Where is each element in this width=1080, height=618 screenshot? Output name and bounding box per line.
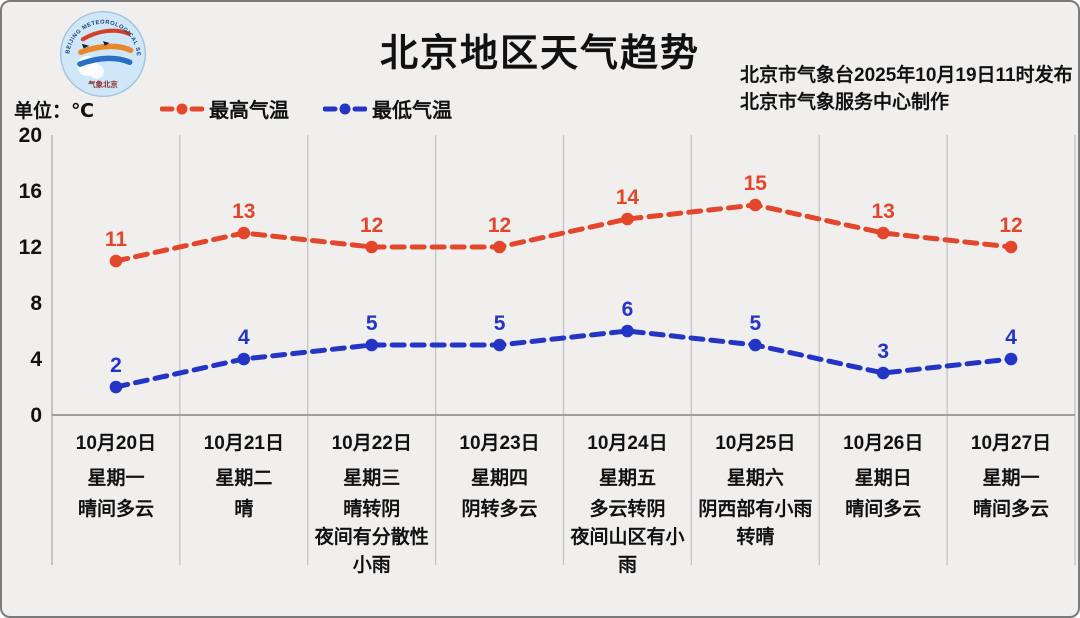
legend-label-max-temp: 最高气温 — [209, 100, 289, 122]
data-point — [749, 198, 762, 212]
weekday-label: 星期二 — [215, 468, 273, 489]
date-label: 10月27日 — [970, 433, 1052, 454]
data-value-label: 5 — [366, 312, 378, 335]
data-point — [109, 254, 123, 268]
data-value-label: 12 — [360, 214, 383, 237]
data-value-label: 6 — [622, 298, 634, 321]
chart-legend: 最高气温 最低气温 — [160, 94, 452, 123]
data-value-label: 15 — [744, 172, 768, 195]
data-point — [749, 338, 762, 352]
data-value-label: 2 — [110, 354, 122, 377]
weekday-label: 星期五 — [598, 468, 656, 489]
data-point — [109, 380, 123, 394]
y-tick-label: 16 — [19, 180, 42, 203]
y-tick-label: 4 — [30, 348, 42, 371]
logo-orange-swoosh — [78, 43, 134, 55]
x-axis-day-columns: 10月20日 星期一 晴间多云 10月21日 星期二 晴 10月22日 星期三 … — [2, 420, 1078, 590]
data-point — [237, 352, 251, 366]
y-tick-label: 12 — [19, 236, 42, 259]
data-value-label: 5 — [494, 312, 506, 335]
logo-blue-swoosh — [77, 55, 133, 67]
data-point — [365, 338, 378, 352]
weekday-label: 星期四 — [471, 468, 529, 489]
max-temp-line-swatch-icon — [160, 103, 204, 114]
y-tick-label: 20 — [19, 124, 42, 147]
data-value-label: 14 — [616, 186, 640, 209]
day-column: 10月25日 星期六 阴西部有小雨 转晴 — [691, 420, 819, 580]
data-point — [365, 240, 378, 254]
data-value-label: 13 — [232, 200, 255, 223]
weather-label: 晴间多云 — [973, 499, 1050, 520]
date-label: 10月25日 — [715, 433, 796, 454]
data-point — [237, 226, 251, 240]
series-line — [113, 202, 1014, 264]
data-value-label: 4 — [238, 326, 250, 349]
data-value-label: 5 — [749, 312, 761, 335]
weekday-label: 星期六 — [726, 468, 784, 489]
day-column: 10月22日 星期三 晴转阴 夜间有分散性 小雨 — [308, 420, 436, 580]
day-column: 10月24日 星期五 多云转阴 夜间山区有小 雨 — [564, 420, 692, 580]
data-point — [621, 324, 634, 338]
weekday-label: 星期一 — [87, 468, 145, 489]
issue-info: 北京市气象台2025年10月19日11时发布 北京市气象服务中心制作 — [740, 62, 1073, 116]
date-label: 10月21日 — [203, 433, 284, 454]
page-title: 北京地区天气趋势 — [379, 33, 700, 75]
date-label: 10月26日 — [843, 433, 924, 454]
logo-red-swoosh — [80, 28, 131, 42]
data-point — [1004, 240, 1018, 254]
data-point — [876, 366, 890, 380]
data-value-label: 11 — [105, 228, 128, 251]
weekday-label: 星期一 — [982, 468, 1040, 489]
logo-bird-icon — [103, 41, 110, 46]
weather-label: 晴间多云 — [845, 499, 922, 520]
data-point — [1004, 352, 1018, 366]
beijing-meteorological-service-logo: BEIJING METEOROLOGICAL SERVICE 气象北京 — [57, 8, 147, 98]
day-column: 10月26日 星期日 晴间多云 — [819, 420, 947, 580]
day-column: 10月23日 星期四 阴转多云 — [436, 420, 564, 580]
date-label: 10月20日 — [75, 433, 157, 454]
date-label: 10月23日 — [459, 433, 540, 454]
data-value-label: 4 — [1005, 326, 1017, 349]
date-label: 10月22日 — [331, 433, 412, 454]
legend-label-min-temp: 最低气温 — [372, 100, 452, 122]
data-point — [493, 338, 506, 352]
day-column: 10月21日 星期二 晴 — [180, 420, 308, 580]
data-value-label: 12 — [999, 214, 1022, 237]
data-point — [493, 240, 506, 254]
weather-label: 晴 — [234, 499, 254, 520]
weekday-label: 星期三 — [343, 468, 401, 489]
day-column: 10月20日 星期一 晴间多云 — [52, 420, 180, 580]
day-column: 10月27日 星期一 晴间多云 — [947, 420, 1075, 580]
min-temp-line-swatch-icon — [323, 103, 367, 114]
data-point — [876, 226, 890, 240]
issue-line-1: 北京市气象台2025年10月19日11时发布 — [740, 65, 1073, 86]
y-tick-label: 8 — [30, 292, 42, 315]
y-tick-label: 0 — [30, 404, 42, 427]
weather-label: 阴转多云 — [461, 499, 538, 520]
data-value-label: 12 — [488, 214, 511, 237]
unit-label: 单位：℃ — [14, 101, 95, 122]
weather-label: 阴西部有小雨 转晴 — [698, 499, 813, 548]
data-point — [621, 212, 634, 226]
legend-item-max-temp: 最高气温 — [160, 94, 289, 123]
data-value-label: 13 — [872, 200, 895, 223]
weather-label: 晴间多云 — [77, 499, 154, 520]
logo-bottom-text: 气象北京 — [87, 80, 118, 89]
date-label: 10月24日 — [587, 433, 668, 454]
weekday-label: 星期日 — [854, 468, 912, 489]
weather-label: 多云转阴 夜间山区有小 雨 — [570, 499, 685, 576]
legend-item-min-temp: 最低气温 — [323, 94, 452, 123]
issue-line-2: 北京市气象服务中心制作 — [740, 92, 950, 113]
logo-bird-icon — [81, 43, 90, 49]
weather-label: 晴转阴 夜间有分散性 小雨 — [314, 499, 429, 576]
data-value-label: 3 — [877, 340, 889, 363]
series-line — [113, 328, 1014, 390]
